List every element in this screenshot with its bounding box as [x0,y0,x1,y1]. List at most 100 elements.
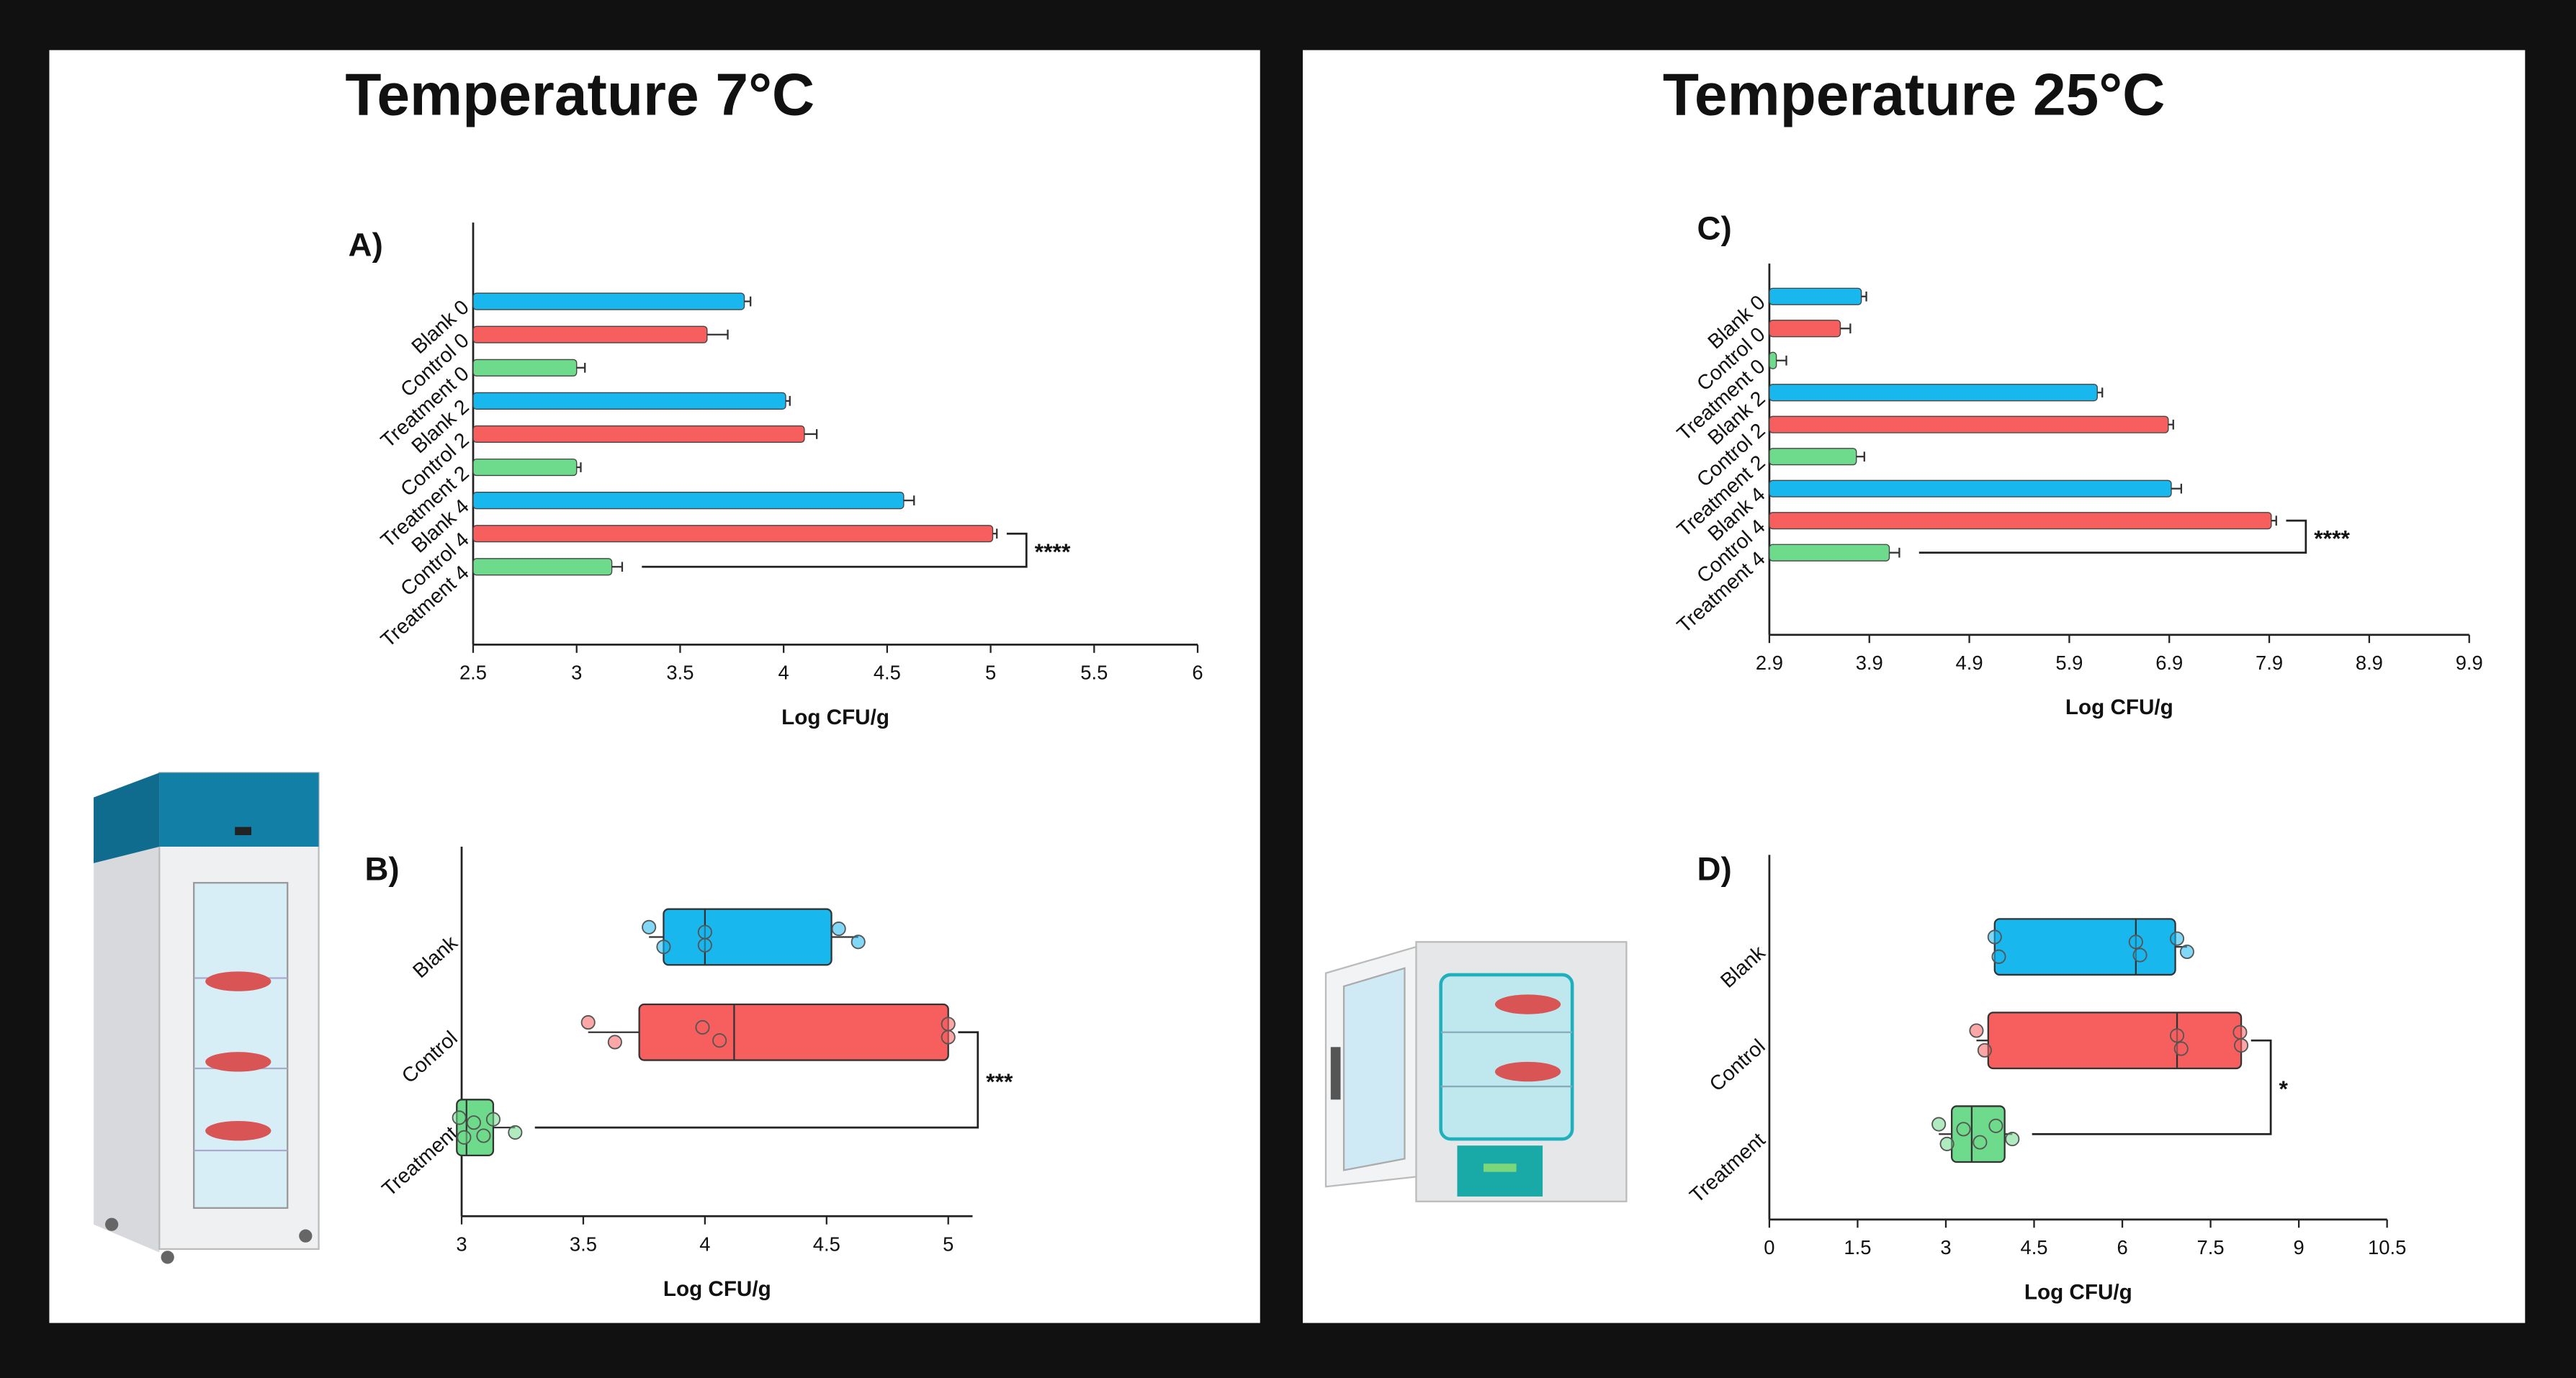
box [1993,918,2176,976]
panel-label: C) [1697,210,1732,247]
data-point [697,924,712,940]
significance-bracket [534,1031,979,1129]
significance-bracket [642,532,1028,568]
fridge-illustration [94,772,320,1264]
significance-bracket [2032,1039,2272,1135]
data-point [1991,949,2006,964]
data-point [1969,1023,1984,1038]
significance-label: **** [2314,525,2350,551]
bar [472,325,708,343]
bar [472,425,805,443]
data-point [1977,1042,1992,1058]
box [638,1003,949,1061]
bar [472,492,905,510]
data-point [642,919,657,935]
bar [1769,448,1857,466]
data-point [2169,931,2185,946]
x-tick-label: 4.5 [813,1233,840,1256]
data-point [1956,1122,1971,1137]
bar [1769,320,1841,338]
bar [1769,384,2098,402]
data-point [851,935,866,950]
x-tick-label: 3 [1940,1236,1951,1258]
data-point [831,922,846,937]
x-tick-label: 4 [699,1233,710,1256]
data-point [695,1019,710,1035]
box [1987,1012,2243,1070]
data-point [452,1110,467,1125]
x-tick-label: 5.5 [1080,662,1108,684]
bar [472,558,613,576]
x-tick-label: 10.5 [2368,1236,2406,1258]
bar [472,525,994,543]
data-point [2132,947,2148,963]
data-point [941,1030,956,1045]
data-point [457,1130,472,1145]
x-tick-label: 3.5 [570,1233,597,1256]
data-point [607,1035,622,1050]
panel-label: D) [1697,850,1732,887]
significance-label: * [2279,1076,2289,1102]
x-axis-label: Log CFU/g [663,1277,771,1301]
data-point [2005,1132,2020,1147]
bar [472,392,786,410]
x-tick-label: 7.9 [2256,652,2283,674]
x-tick-label: 7.5 [2197,1236,2225,1258]
x-tick-label: 9.9 [2456,652,2483,674]
data-point [1931,1117,1947,1132]
x-axis-label: Log CFU/g [781,706,889,729]
x-tick-label: 5.9 [2055,652,2083,674]
x-tick-label: 6.9 [2155,652,2183,674]
x-tick-label: 2.5 [459,662,487,684]
x-tick-label: 6 [1192,662,1203,684]
data-point [485,1112,501,1127]
x-tick-label: 3 [456,1233,467,1256]
data-point [580,1015,596,1030]
data-point [656,940,671,955]
significance-label: *** [986,1068,1013,1094]
bar [1769,479,2172,497]
x-tick-label: 5 [985,662,996,684]
bar [1769,287,1862,305]
incubator-illustration [1324,941,1628,1202]
bar [1769,512,2272,530]
data-point [2128,935,2143,950]
x-tick-label: 3.9 [1856,652,1883,674]
bar [1769,544,1890,562]
data-point [941,1017,956,1032]
x-tick-label: 1.5 [1844,1236,1871,1258]
x-tick-label: 0 [1764,1236,1774,1258]
data-point [508,1125,523,1140]
x-tick-label: 3.5 [666,662,694,684]
bar [472,359,578,377]
data-point [2232,1025,2248,1040]
x-tick-label: 4.5 [874,662,901,684]
data-point [712,1033,727,1048]
heading: Temperature 25°C [1663,63,2166,128]
data-point [697,937,712,953]
data-point [476,1128,491,1143]
data-point [1988,1118,2003,1133]
x-axis-label: Log CFU/g [2065,695,2173,719]
data-point [1973,1135,1988,1150]
x-tick-label: 5 [943,1233,953,1256]
data-point [466,1115,481,1130]
heading: Temperature 7°C [345,63,814,128]
x-tick-label: 4.5 [2020,1236,2047,1258]
box [663,908,833,966]
x-tick-label: 9 [2294,1236,2305,1258]
panel-label: A) [349,226,383,263]
x-tick-label: 2.9 [1756,652,1783,674]
x-tick-label: 8.9 [2356,652,2383,674]
x-tick-label: 6 [2117,1236,2127,1258]
data-point [1939,1136,1955,1151]
bar [1769,415,2169,433]
significance-bracket [1918,519,2307,554]
x-tick-label: 4 [778,662,789,684]
x-axis-label: Log CFU/g [2024,1280,2132,1304]
bar [472,458,578,477]
data-point [2179,944,2194,960]
box [1951,1105,2006,1163]
bar [1769,351,1777,369]
